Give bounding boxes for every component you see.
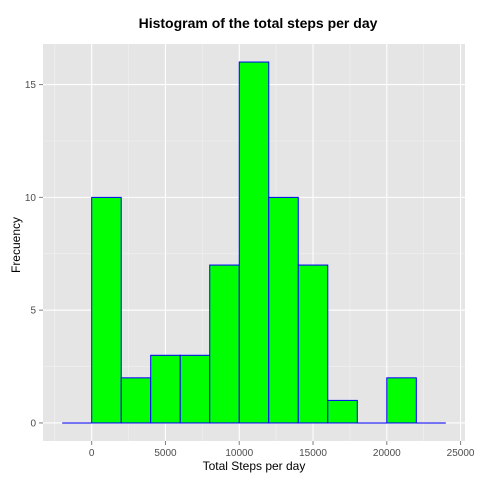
- histogram-bar: [327, 399, 358, 424]
- y-axis: 0 5 10 15: [25, 80, 43, 429]
- histogram-bar: [238, 61, 270, 424]
- histogram-bar: [120, 377, 152, 424]
- y-tick-label: 0: [30, 418, 36, 429]
- histogram-bar: [297, 264, 329, 424]
- x-tick-label: 5000: [154, 448, 177, 459]
- y-tick-label: 10: [25, 193, 37, 204]
- histogram-bar: [386, 377, 417, 424]
- y-axis-label: Frecuency: [9, 217, 23, 273]
- histogram-bar: [268, 196, 299, 424]
- y-tick-label: 15: [25, 80, 37, 91]
- histogram-bars: [62, 61, 446, 424]
- x-tick-label: 25000: [447, 448, 475, 459]
- histogram-bar: [150, 354, 181, 424]
- chart-title: Histogram of the total steps per day: [139, 15, 378, 31]
- x-axis-label: Total Steps per day: [203, 459, 306, 473]
- histogram-bar: [179, 354, 211, 424]
- x-tick-label: 20000: [373, 448, 401, 459]
- x-tick-label: 0: [89, 448, 95, 459]
- y-tick-label: 5: [30, 306, 36, 317]
- x-axis: 0 5000 10000 15000 20000 25000: [89, 441, 475, 459]
- histogram-bar: [91, 196, 122, 424]
- x-tick-label: 15000: [299, 448, 327, 459]
- histogram-bar: [209, 264, 240, 424]
- x-tick-label: 10000: [225, 448, 253, 459]
